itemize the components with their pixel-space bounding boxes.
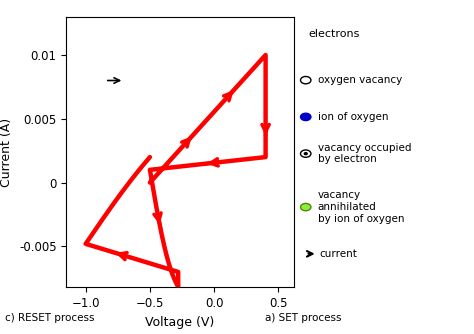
- Text: vacancy occupied
by electron: vacancy occupied by electron: [318, 143, 411, 164]
- Y-axis label: Current (A): Current (A): [0, 118, 13, 186]
- Text: c) RESET process: c) RESET process: [5, 313, 94, 323]
- Text: current: current: [319, 249, 357, 259]
- X-axis label: Voltage (V): Voltage (V): [146, 316, 215, 329]
- Text: vacancy
annihilated
by ion of oxygen: vacancy annihilated by ion of oxygen: [318, 190, 404, 224]
- Text: a) SET process: a) SET process: [265, 313, 342, 323]
- Text: electrons: electrons: [308, 29, 359, 39]
- Text: oxygen vacancy: oxygen vacancy: [318, 75, 402, 85]
- Text: ion of oxygen: ion of oxygen: [318, 112, 388, 122]
